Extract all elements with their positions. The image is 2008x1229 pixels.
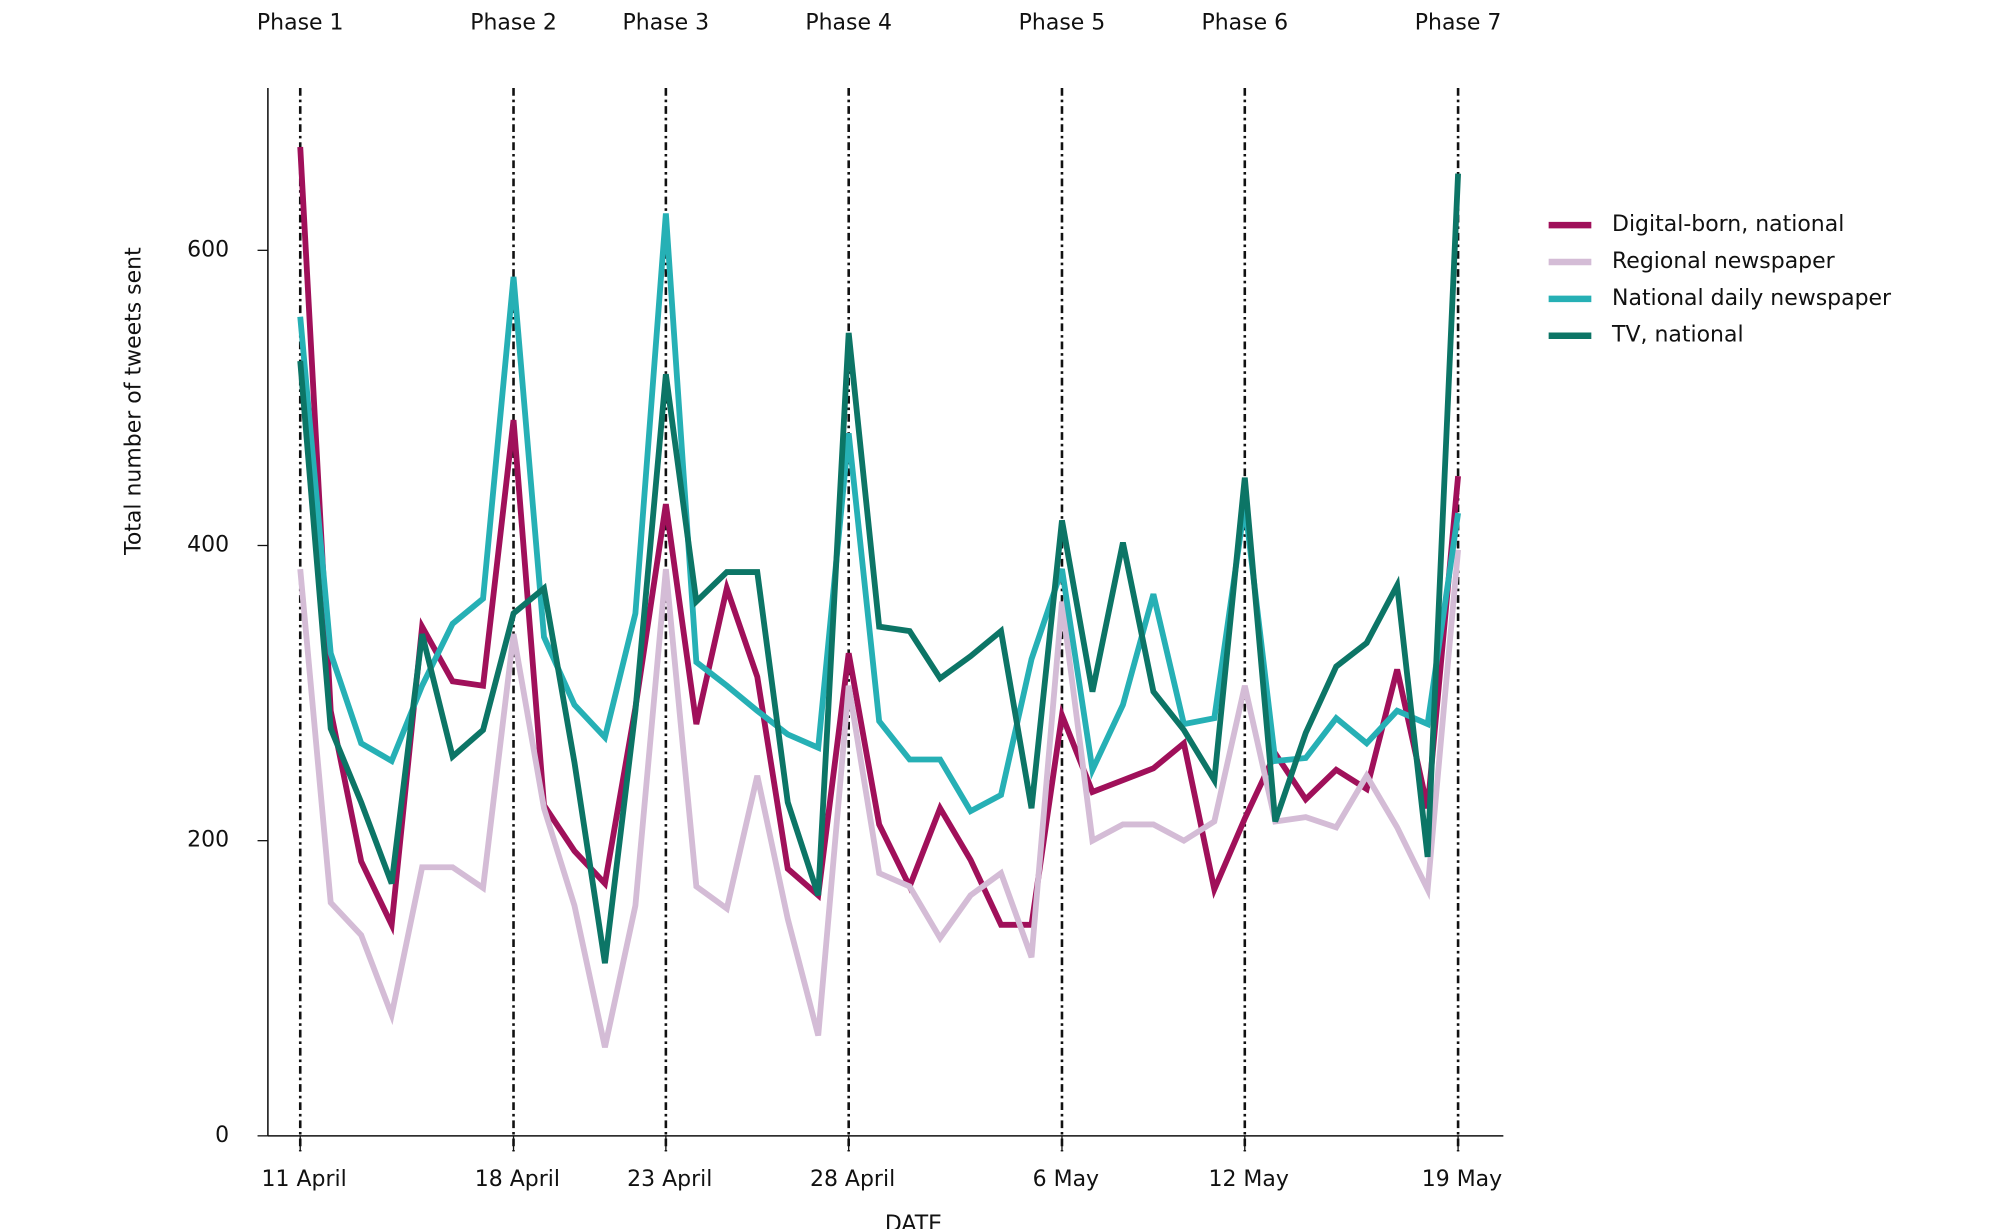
phase-label: Phase 2 — [470, 10, 557, 35]
phase-label: Phase 4 — [805, 10, 892, 35]
x-tick-label: 19 May — [1422, 1167, 1502, 1192]
series-line — [297, 549, 1461, 1048]
phase-label: Phase 1 — [257, 10, 344, 35]
legend-label: TV, national — [1611, 323, 1744, 348]
x-tick-label: 6 May — [1033, 1167, 1099, 1192]
y-tick-label: 200 — [187, 828, 229, 853]
series-line — [297, 213, 1461, 816]
legend-label: National daily newspaper — [1612, 286, 1892, 311]
x-tick-label: 28 April — [810, 1167, 895, 1192]
phase-label: Phase 3 — [623, 10, 710, 35]
y-axis-label: Total number of tweets sent — [122, 247, 147, 556]
y-tick-label: 400 — [187, 532, 229, 557]
series-line — [297, 173, 1461, 964]
phase-label: Phase 5 — [1019, 10, 1106, 35]
y-tick-label: 600 — [187, 237, 229, 262]
legend-label: Digital-born, national — [1612, 212, 1844, 237]
x-tick-label: 23 April — [627, 1167, 712, 1192]
x-tick-label: 18 April — [475, 1167, 560, 1192]
phase-label: Phase 7 — [1415, 10, 1502, 35]
x-tick-label: 11 April — [262, 1167, 347, 1192]
series-line — [297, 146, 1461, 936]
legend-label: Regional newspaper — [1612, 249, 1836, 274]
x-tick-label: 12 May — [1208, 1167, 1288, 1192]
phase-label: Phase 6 — [1201, 10, 1288, 35]
y-tick-label: 0 — [215, 1123, 229, 1148]
x-axis-label: DATE — [885, 1212, 942, 1229]
